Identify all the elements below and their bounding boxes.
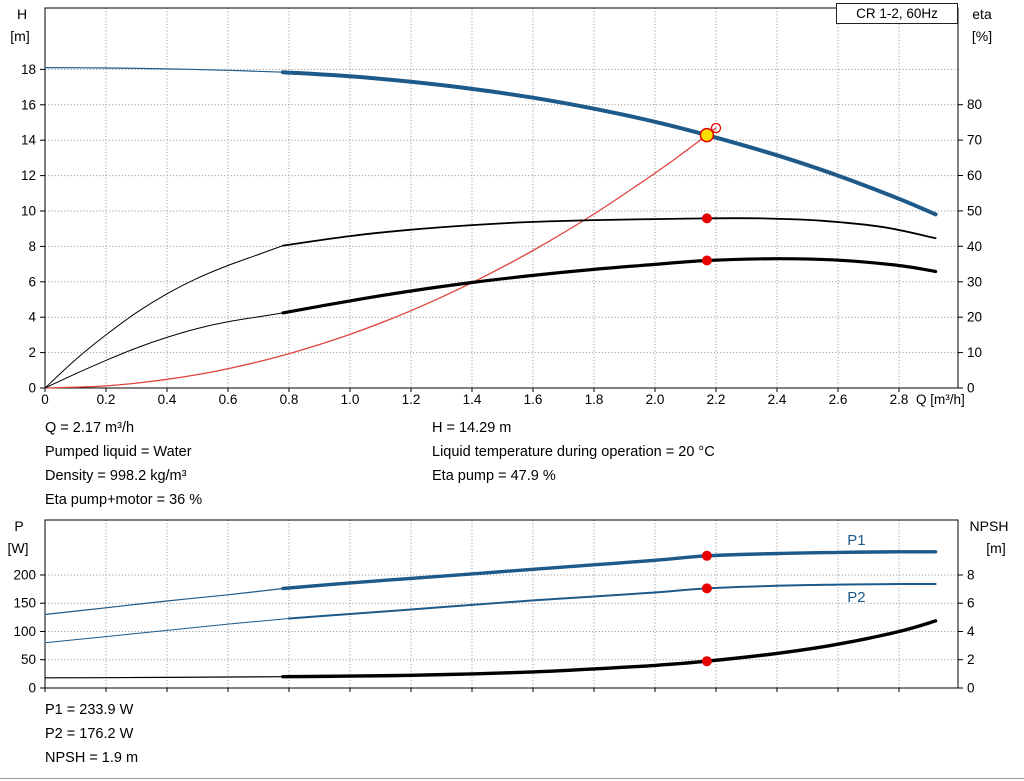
y-left-tick-label: 16 [21,97,36,112]
y-right-tick-label: 4 [967,624,975,639]
eta-pump-motor-curve [281,257,938,315]
info-line-q: Q = 2.17 m³/h [45,420,135,436]
p2-curve-lead [44,618,290,644]
y-right-tick-label: 6 [967,596,975,611]
x-tick-label: 0.2 [97,392,116,407]
info-line-temperature: Liquid temperature during operation = 20… [432,444,715,460]
y-left-tick-label: 14 [21,133,37,148]
eta-pump-motor-point [701,255,712,266]
p2-curve [288,582,937,620]
y-right-axis-title: eta [972,6,992,22]
y-right-axis-title: NPSH [970,518,1009,534]
x-tick-label: 2.4 [768,392,787,407]
y-right-tick-label: 30 [967,274,982,289]
x-tick-label: 2.0 [646,392,665,407]
y-left-axis-title: [m] [10,28,29,44]
chart-bottom-gridlines [40,520,963,692]
y-left-tick-label: 18 [21,62,36,77]
y-left-tick-label: 4 [28,310,36,325]
x-tick-label: 1.6 [524,392,543,407]
system-curve [44,127,717,389]
y-left-tick-label: 100 [13,624,36,639]
x-tick-label: 0 [41,392,49,407]
info-line-eta-pump-motor: Eta pump+motor = 36 % [45,492,203,508]
pump-model-badge: CR 1-2, 60Hz [836,3,958,24]
plot-border [44,519,959,689]
p2-label: P2 [847,589,865,606]
y-left-tick-label: 50 [21,652,36,667]
info-line-liquid: Pumped liquid = Water [45,444,192,460]
bottom-divider [0,778,1024,779]
y-right-tick-label: 2 [967,652,975,667]
npsh-curve [281,619,938,679]
npsh-curve-lead [44,676,284,679]
info-line-eta-pump: Eta pump = 47.9 % [432,468,556,484]
y-right-tick-label: 0 [967,381,975,396]
p1-curve-lead [44,587,284,616]
x-tick-label: 0.4 [158,392,177,407]
y-right-tick-label: 8 [967,568,975,583]
eta-pump-motor-curve-lead [44,312,284,389]
x-tick-label: 1.8 [585,392,604,407]
y-right-tick-label: 40 [967,239,982,254]
x-tick-label: 0.8 [280,392,299,407]
p1-point [701,550,712,561]
y-left-axis-title: P [14,518,23,534]
info-line-density: Density = 998.2 kg/m³ [45,468,187,484]
y-right-tick-label: 70 [967,133,982,148]
x-tick-label: 1.0 [341,392,360,407]
info-line-h: H = 14.29 m [432,420,512,436]
y-left-tick-label: 10 [21,204,36,219]
y-left-tick-label: 2 [28,345,36,360]
eta-pump-curve [282,217,937,247]
x-tick-label: 0.6 [219,392,238,407]
p2-point [701,583,712,594]
y-left-tick-label: 8 [28,239,36,254]
y-right-tick-label: 50 [967,203,982,218]
y-right-tick-label: 0 [967,681,975,695]
x-tick-label: 2.2 [707,392,726,407]
y-left-axis-title: H [17,6,27,22]
p1-label: P1 [847,532,865,549]
chart-top-gridlines [40,8,963,392]
pump-model-label: CR 1-2, 60Hz [856,6,938,21]
duty-point-outline [710,122,722,134]
qh-eta-chart[interactable]: 0 0.2 0.4 0.6 0.8 1.0 1.2 1.4 1.6 1.8 2.0 2.2 2.4 2.6… [0,0,1024,414]
duty-info-left: Q = 2.17 m³/h Pumped liquid = Water Dens… [45,416,202,512]
y-right-tick-label: 60 [967,168,982,183]
power-npsh-chart[interactable]: 0 50 100 150 200 0 2 4 6 8 P1 P2 P [W] NPSH [m] [0,518,1024,694]
x-axis-title: Q [m³/h] [916,392,965,407]
y-left-tick-label: 6 [28,274,36,289]
npsh-point [701,656,712,667]
y-left-tick-label: 0 [28,681,36,695]
y-left-tick-label: 12 [21,168,36,183]
x-tick-label: 2.8 [890,392,909,407]
y-right-tick-label: 80 [967,97,982,112]
x-tick-label: 1.2 [402,392,421,407]
y-right-tick-label: 10 [967,345,982,360]
y-left-axis-title: [W] [8,540,29,556]
head-curve [280,70,938,217]
eta-pump-curve-lead [44,245,284,389]
y-left-tick-label: 150 [13,596,36,611]
x-tick-label: 2.6 [829,392,848,407]
plot-border [44,7,959,389]
info-line-p2: P2 = 176.2 W [45,726,134,742]
y-right-axis-title: [%] [972,28,992,44]
duty-point[interactable] [699,127,715,143]
x-tick-label: 1.4 [463,392,482,407]
y-left-tick-label: 0 [28,381,36,396]
eta-pump-point [701,213,712,224]
info-line-p1: P1 = 233.9 W [45,702,134,718]
head-curve-lead [44,67,284,73]
info-line-npsh: NPSH = 1.9 m [45,750,139,766]
power-info: P1 = 233.9 W P2 = 176.2 W NPSH = 1.9 m [45,698,138,770]
y-right-tick-label: 20 [967,310,982,325]
p1-curve [281,550,938,591]
y-left-tick-label: 200 [13,568,36,583]
duty-info-right: H = 14.29 m Liquid temperature during op… [432,416,715,488]
y-right-axis-title: [m] [986,540,1005,556]
